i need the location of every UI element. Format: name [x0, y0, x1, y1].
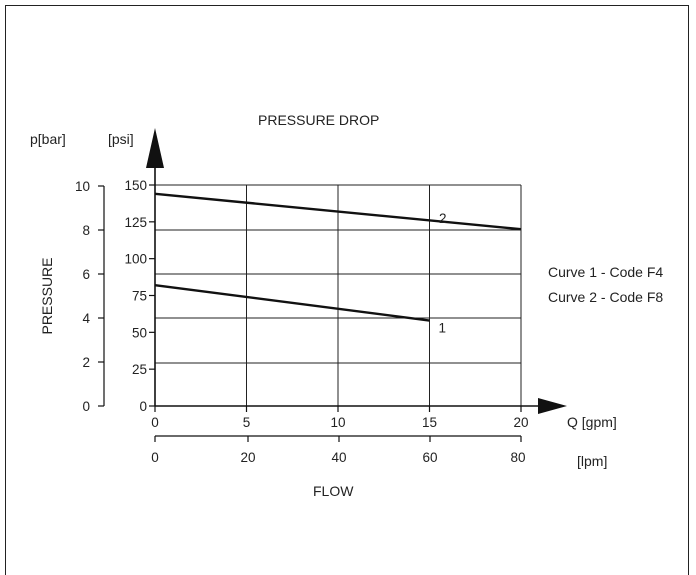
psi-tick-label: 150	[124, 178, 147, 193]
psi-tick-label: 75	[132, 289, 147, 304]
series-label-1: 1	[439, 321, 447, 336]
series: 12	[154, 192, 522, 336]
chart-title: PRESSURE DROP	[258, 112, 379, 128]
legend-entry-2: Curve 2 - Code F8	[548, 289, 663, 305]
lpm-tick-label: 0	[151, 450, 159, 465]
lpm-tick-label: 40	[331, 450, 346, 465]
figure-frame	[5, 5, 689, 575]
series-label-2: 2	[439, 211, 447, 226]
psi-tick-label: 125	[124, 215, 147, 230]
series-line-1	[154, 283, 430, 322]
lpm-tick-label: 20	[240, 450, 255, 465]
series-line-2	[154, 192, 522, 231]
gpm-tick-label: 10	[330, 415, 345, 430]
bar-tick-label: 6	[82, 267, 90, 282]
bar-tick-label: 2	[82, 355, 90, 370]
lpm-tick-label: 80	[510, 450, 525, 465]
axes	[103, 128, 567, 437]
legend-entry-1: Curve 1 - Code F4	[548, 264, 663, 280]
bar-tick-label: 10	[75, 179, 90, 194]
y-unit-psi: [psi]	[108, 131, 134, 147]
psi-tick-label: 25	[132, 362, 147, 377]
grid	[155, 184, 522, 406]
y-axis-arrow	[146, 128, 164, 168]
psi-tick-label: 100	[124, 252, 147, 267]
gpm-tick-label: 15	[422, 415, 437, 430]
bar-tick-label: 8	[82, 223, 90, 238]
psi-tick-label: 50	[132, 325, 147, 340]
psi-tick-label: 0	[139, 399, 147, 414]
y-unit-bar: p[bar]	[30, 131, 66, 147]
bar-tick-label: 4	[82, 311, 90, 326]
x-unit-gpm: Q [gpm]	[567, 414, 617, 430]
y-axis-label: PRESSURE	[39, 257, 55, 334]
gpm-tick-label: 0	[151, 415, 159, 430]
gpm-tick-label: 5	[243, 415, 251, 430]
bar-tick-label: 0	[82, 399, 90, 414]
x-axis-arrow	[538, 398, 567, 414]
gpm-tick-label: 20	[513, 415, 528, 430]
x-axis-label: FLOW	[313, 483, 354, 499]
lpm-tick-label: 60	[422, 450, 437, 465]
x-unit-lpm: [lpm]	[577, 453, 607, 469]
